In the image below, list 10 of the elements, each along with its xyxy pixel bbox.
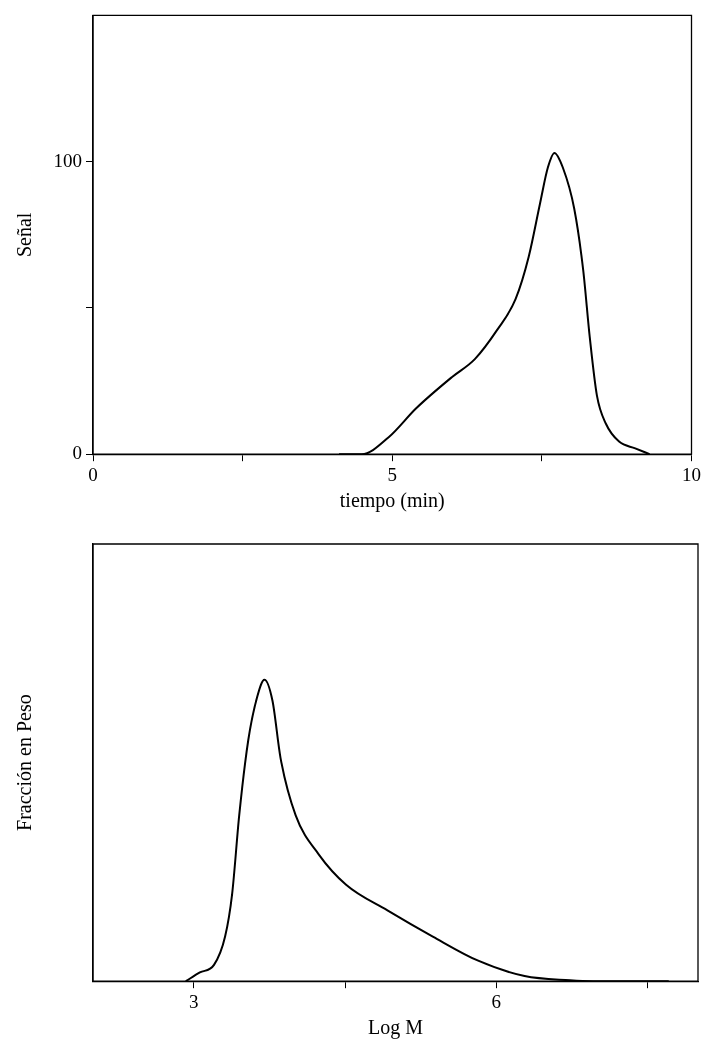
x-axis-title: Log M	[368, 1016, 424, 1040]
y-tick-label: 100	[53, 149, 82, 171]
x-tick-label: 6	[491, 990, 502, 1012]
y-axis-title: Señal	[13, 212, 36, 258]
x-tick-label: 0	[88, 463, 98, 485]
x-tick-label: 3	[189, 990, 199, 1012]
x-axis-title: tiempo (min)	[339, 489, 445, 513]
x-tick-label: 10	[682, 463, 701, 485]
y-axis-title: Fracción en Peso	[13, 694, 36, 831]
x-tick-label: 5	[387, 463, 397, 485]
